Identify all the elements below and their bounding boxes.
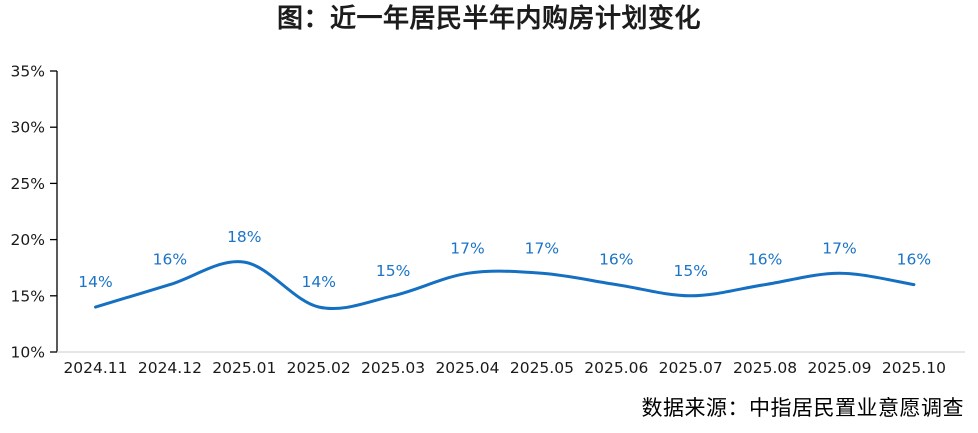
x-tick-label: 2025.09 xyxy=(807,359,871,377)
data-label: 17% xyxy=(822,239,856,257)
x-tick-label: 2025.05 xyxy=(510,359,574,377)
data-label: 14% xyxy=(301,273,335,291)
x-tick-label: 2025.08 xyxy=(733,359,797,377)
y-tick-label: 25% xyxy=(11,175,45,193)
x-tick-label: 2025.03 xyxy=(361,359,425,377)
data-source-caption: 数据来源：中指居民置业意愿调查 xyxy=(641,396,964,420)
data-label: 15% xyxy=(376,262,410,280)
x-tick-label: 2025.02 xyxy=(287,359,351,377)
data-label: 15% xyxy=(673,262,707,280)
data-label: 16% xyxy=(599,251,633,269)
x-tick-label: 2025.06 xyxy=(584,359,648,377)
x-tick-label: 2025.04 xyxy=(435,359,499,377)
data-label: 17% xyxy=(525,239,559,257)
data-label: 16% xyxy=(897,251,931,269)
y-tick-label: 15% xyxy=(11,287,45,305)
x-tick-label: 2025.01 xyxy=(212,359,276,377)
data-label: 16% xyxy=(153,251,187,269)
chart-title: 图：近一年居民半年内购房计划变化 xyxy=(276,4,701,34)
y-tick-label: 20% xyxy=(11,231,45,249)
data-label: 18% xyxy=(227,228,261,246)
x-tick-label: 2025.07 xyxy=(659,359,723,377)
data-label: 16% xyxy=(748,251,782,269)
x-tick-label: 2024.12 xyxy=(138,359,202,377)
x-tick-label: 2024.11 xyxy=(63,359,127,377)
series-line xyxy=(94,260,916,311)
x-tick-label: 2025.10 xyxy=(882,359,946,377)
data-label: 14% xyxy=(78,273,112,291)
y-tick-label: 30% xyxy=(11,119,45,137)
y-tick-label: 35% xyxy=(11,63,45,81)
data-label: 17% xyxy=(450,239,484,257)
y-tick-label: 10% xyxy=(11,344,45,362)
